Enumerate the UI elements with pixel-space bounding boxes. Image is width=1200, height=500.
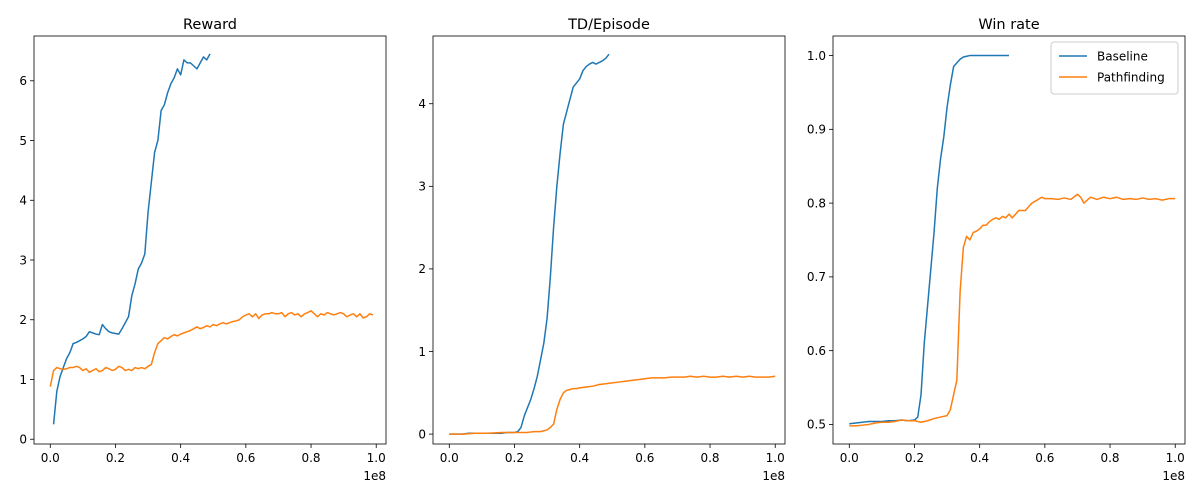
y-tick-label: 3 bbox=[19, 253, 27, 267]
x-tick-label: 0.2 bbox=[106, 451, 125, 465]
legend-label-baseline: Baseline bbox=[1097, 49, 1148, 63]
y-tick-label: 0 bbox=[19, 433, 27, 447]
y-tick-label: 0.5 bbox=[807, 418, 826, 432]
subplot-3: Win rate 0.0 0.2 0.4 0.6 0.8 1.0 1e8 0.5 0.6 0.7 0.… bbox=[807, 17, 1186, 483]
axes-frame bbox=[432, 35, 786, 445]
series-line-baseline bbox=[849, 54, 1009, 425]
x-tick-label: 0.6 bbox=[1035, 451, 1054, 465]
x-offset-label: 1e8 bbox=[762, 469, 785, 483]
x-offset-label: 1e8 bbox=[1162, 469, 1185, 483]
y-tick-label: 0.8 bbox=[807, 196, 826, 210]
x-tick-label: 0.8 bbox=[700, 451, 719, 465]
subplot-1: Reward 0.0 0.2 0.4 0.6 0.8 1.0 1e8 0 1 2 3 4 5 6 bbox=[19, 17, 387, 483]
x-tick-label: 0.4 bbox=[171, 451, 190, 465]
x-tick-label: 0.0 bbox=[41, 451, 60, 465]
x-tick-label: 0.6 bbox=[635, 451, 654, 465]
y-tick-label: 1 bbox=[19, 373, 27, 387]
x-tick-label: 0.4 bbox=[970, 451, 989, 465]
x-tick-label: 0.6 bbox=[236, 451, 255, 465]
y-tick-label: 6 bbox=[19, 74, 27, 88]
y-tick-label: 1.0 bbox=[807, 49, 826, 63]
chart-title: TD/Episode bbox=[567, 17, 650, 33]
x-tick-label: 0.4 bbox=[570, 451, 589, 465]
x-tick-label: 0.8 bbox=[301, 451, 320, 465]
series-line-blue bbox=[52, 53, 211, 425]
x-tick-label: 0.8 bbox=[1100, 451, 1119, 465]
chart-title: Reward bbox=[183, 17, 237, 33]
axes-frame bbox=[33, 35, 387, 445]
legend-label-pathfinding: Pathfinding bbox=[1097, 70, 1165, 84]
x-tick-label: 1.0 bbox=[766, 451, 785, 465]
x-tick-label: 0.0 bbox=[440, 451, 459, 465]
y-tick-label: 0 bbox=[418, 427, 426, 441]
subplot-2: TD/Episode 0.0 0.2 0.4 0.6 0.8 1.0 1e8 0 1 2 3 4 bbox=[418, 17, 786, 483]
chart-title: Win rate bbox=[978, 17, 1039, 33]
y-tick-label: 4 bbox=[19, 194, 27, 208]
y-tick-label: 0.6 bbox=[807, 344, 826, 358]
x-tick-label: 1.0 bbox=[1166, 451, 1185, 465]
y-tick-label: 2 bbox=[19, 313, 27, 327]
axes-frame bbox=[832, 35, 1186, 445]
series-line-pathfinding bbox=[849, 193, 1176, 427]
legend: Baseline Pathfinding bbox=[1050, 41, 1179, 95]
x-tick-label: 0.2 bbox=[505, 451, 524, 465]
x-tick-label: 0.0 bbox=[840, 451, 859, 465]
series-line-orange bbox=[49, 310, 374, 387]
y-tick-label: 4 bbox=[418, 97, 426, 111]
y-tick-label: 0.7 bbox=[807, 270, 826, 284]
x-tick-label: 1.0 bbox=[367, 451, 386, 465]
y-tick-label: 2 bbox=[418, 262, 426, 276]
y-tick-label: 3 bbox=[418, 180, 426, 194]
y-tick-label: 0.9 bbox=[807, 123, 826, 137]
x-offset-label: 1e8 bbox=[363, 469, 386, 483]
y-tick-label: 1 bbox=[418, 345, 426, 359]
y-tick-label: 5 bbox=[19, 134, 27, 148]
series-line-blue bbox=[449, 53, 610, 435]
legend-frame bbox=[1050, 41, 1179, 95]
series-line-orange bbox=[449, 375, 776, 435]
x-tick-label: 0.2 bbox=[905, 451, 924, 465]
